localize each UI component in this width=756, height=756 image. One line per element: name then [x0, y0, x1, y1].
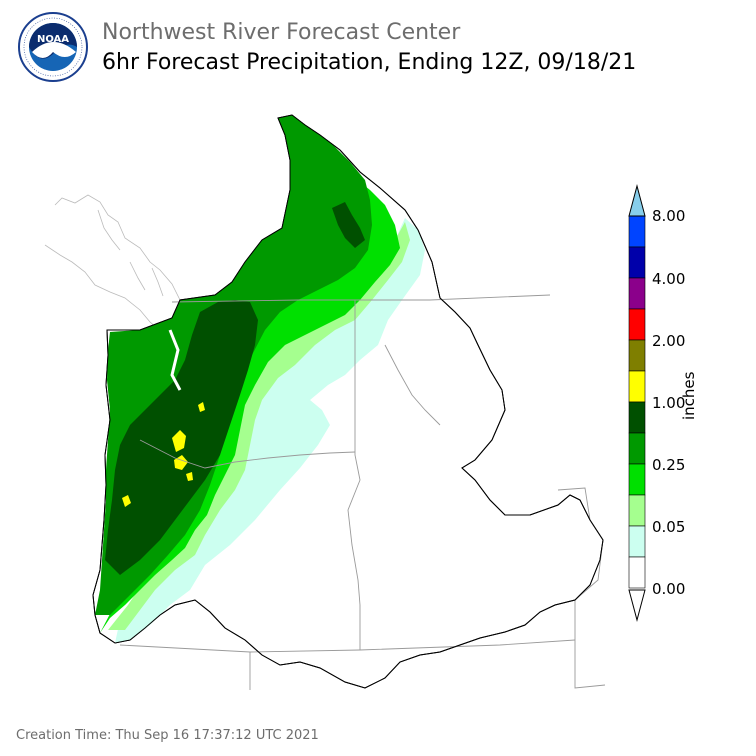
noaa-logo: NOAA — [18, 12, 88, 82]
precip-band-very-heavy-north — [332, 202, 365, 248]
creation-time: Creation Time: Thu Sep 16 17:37:12 UTC 2… — [16, 728, 319, 743]
legend-tick: 1.00 — [652, 394, 686, 412]
precip-band-extreme-spots — [122, 402, 205, 507]
page-title: Northwest River Forecast Center — [102, 20, 461, 45]
noaa-logo-text: NOAA — [37, 34, 69, 45]
legend-tick: 2.00 — [652, 332, 686, 350]
basin-outline-top — [92, 114, 604, 689]
legend-tick: 4.00 — [652, 270, 686, 288]
legend-tick: 0.05 — [652, 518, 686, 536]
legend-tick: 0.25 — [652, 456, 686, 474]
state-boundaries — [119, 294, 606, 690]
legend-unit-label: inches — [680, 371, 698, 420]
legend-tick: 0.00 — [652, 580, 686, 598]
legend-tick: 8.00 — [652, 207, 686, 225]
page-subtitle: 6hr Forecast Precipitation, Ending 12Z, … — [102, 50, 637, 75]
